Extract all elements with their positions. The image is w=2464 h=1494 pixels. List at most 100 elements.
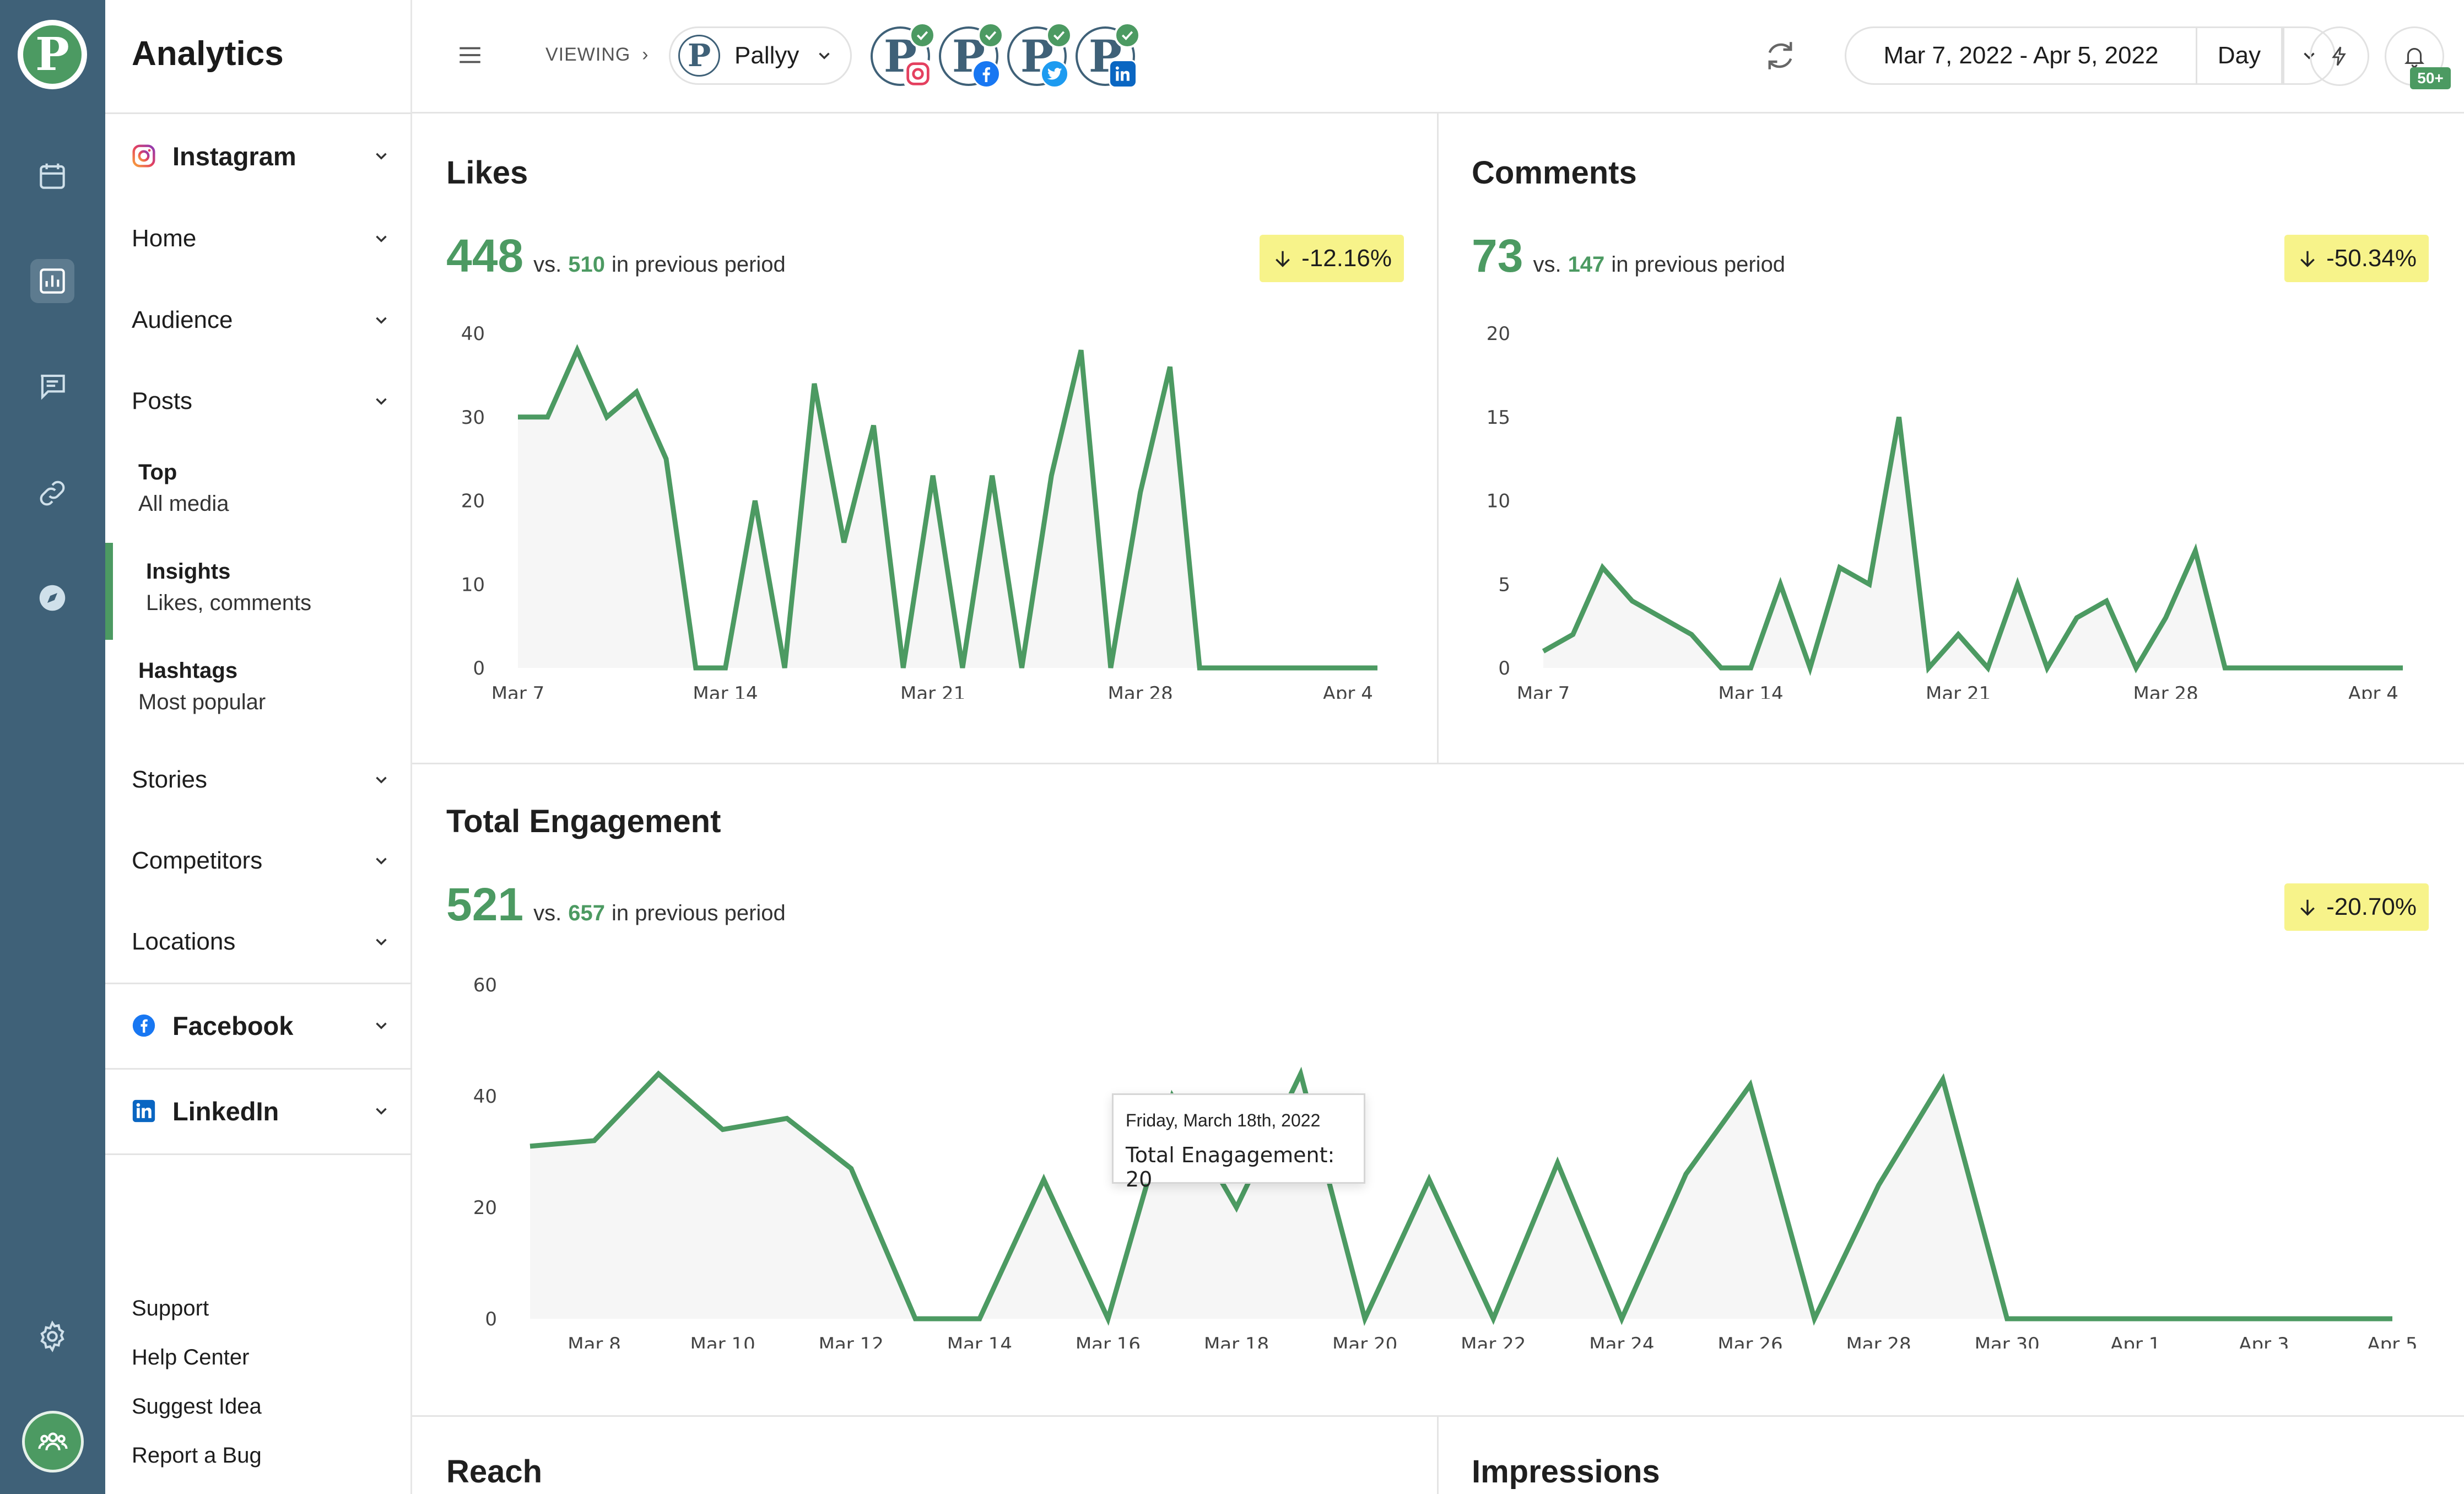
chart-icon[interactable] — [30, 259, 74, 303]
linkedin-icon — [132, 1099, 156, 1123]
profile-twitter[interactable]: P — [1007, 22, 1072, 88]
account-selector[interactable]: P Pallyy — [669, 26, 852, 85]
stat-previous: 147 — [1568, 252, 1605, 277]
account-name: Pallyy — [734, 42, 799, 69]
sidebar-item-stories[interactable]: Stories — [132, 761, 391, 799]
link-icon[interactable] — [30, 471, 74, 515]
x-tick-label: Mar 14 — [947, 1334, 1012, 1349]
sidebar-item-label: Audience — [132, 306, 233, 333]
x-tick-label: Mar 18 — [1204, 1334, 1269, 1349]
stat-previous: 510 — [568, 252, 606, 277]
y-tick-label: 40 — [473, 1086, 497, 1108]
active-indicator — [105, 543, 113, 640]
app-title: Analytics — [132, 35, 284, 73]
calendar-icon[interactable] — [30, 154, 74, 198]
date-range-picker[interactable]: Mar 7, 2022 - Apr 5, 2022 — [1845, 26, 2197, 85]
sidebar-item-audience[interactable]: Audience — [132, 301, 391, 339]
x-tick-label: Mar 22 — [1461, 1334, 1526, 1349]
sidebar-item-linkedin[interactable]: LinkedIn — [132, 1092, 391, 1130]
stat-value: 521 — [446, 878, 524, 930]
profile-instagram[interactable]: P — [871, 22, 936, 88]
panel-divider — [412, 763, 2464, 764]
viewing-label: VIEWING › — [545, 44, 649, 66]
sidebar-subitem-top[interactable]: Top All media — [138, 460, 229, 516]
panel-title: Reach — [446, 1454, 543, 1490]
stat-value: 73 — [1472, 230, 1523, 282]
divider — [105, 1068, 412, 1070]
sidebar-item-label: Stories — [132, 766, 207, 793]
menu-icon[interactable] — [456, 39, 484, 72]
help-center-link[interactable]: Help Center — [132, 1345, 250, 1369]
x-tick-label: Mar 20 — [1332, 1334, 1397, 1349]
stat-vs: vs. — [533, 252, 562, 277]
chevron-down-icon — [819, 52, 830, 60]
stat-value: 448 — [446, 230, 524, 282]
comments-chart[interactable]: 0 5 10 15 20 Mar 7 Mar 14 Mar 21 Mar 28 Apr 4 — [1439, 302, 2464, 699]
stat-previous-label: in previous period — [612, 252, 786, 277]
check-icon — [1046, 22, 1072, 48]
team-icon[interactable] — [22, 1411, 84, 1473]
delta-value: -12.16% — [1301, 245, 1392, 272]
chevron-down-icon — [376, 939, 387, 946]
series-line — [1542, 416, 2403, 676]
sidebar-subitem-hashtags[interactable]: Hashtags Most popular — [138, 659, 266, 715]
divider — [105, 983, 412, 984]
sidebar-item-facebook[interactable]: Facebook — [132, 1006, 391, 1045]
tooltip-label: Total Enagagement: — [1126, 1143, 1335, 1167]
y-tick-label: 0 — [1498, 657, 1510, 679]
bell-icon — [2404, 48, 2425, 68]
sidebar-item-label: Posts — [132, 387, 193, 414]
likes-panel: Likes 448 vs. 510 in previous period -12… — [413, 115, 1437, 763]
sidebar-item-locations[interactable]: Locations — [132, 923, 391, 961]
suggest-idea-link[interactable]: Suggest Idea — [132, 1394, 262, 1419]
y-tick-label: 40 — [461, 323, 485, 345]
series-area — [530, 1074, 2392, 1319]
sidebar-subitem-insights[interactable]: Insights Likes, comments — [146, 559, 311, 616]
profile-linkedin[interactable]: P — [1076, 22, 1141, 88]
series-line — [529, 1066, 2392, 1326]
stat-summary: 521 vs. 657 in previous period — [446, 878, 786, 931]
delta-badge: -12.16% — [1260, 235, 1404, 282]
y-tick-label: 30 — [461, 407, 485, 429]
x-tick-label: Mar 12 — [819, 1334, 884, 1349]
x-tick-label: Mar 14 — [1718, 683, 1783, 699]
boost-button[interactable] — [2310, 26, 2369, 86]
check-icon — [977, 22, 1004, 48]
divider — [105, 112, 412, 114]
chart-tooltip: Friday, March 18th, 2022 Total Enagageme… — [1112, 1093, 1365, 1191]
sidebar-item-instagram[interactable]: Instagram — [132, 137, 391, 175]
sidebar-item-label: Home — [132, 225, 197, 252]
stat-previous-label: in previous period — [612, 901, 786, 925]
report-bug-link[interactable]: Report a Bug — [132, 1443, 262, 1468]
engagement-chart[interactable]: 0 20 40 60 Mar 8 Mar 10 Mar 12 Mar 14 Mar 16 Mar … — [413, 952, 2464, 1349]
settings-icon[interactable] — [30, 1314, 74, 1358]
sidebar-item-competitors[interactable]: Competitors — [132, 842, 391, 880]
subitem-title: Insights — [146, 559, 231, 584]
sidebar-item-label: LinkedIn — [172, 1096, 279, 1126]
sidebar-item-label: Facebook — [172, 1011, 294, 1040]
chevron-down-icon — [376, 1108, 387, 1115]
pallyy-logo[interactable]: P — [18, 20, 87, 89]
profile-facebook[interactable]: P — [939, 22, 1004, 88]
x-tick-label: Mar 7 — [1517, 683, 1570, 699]
chevron-down-icon — [376, 317, 387, 324]
facebook-icon — [132, 1013, 156, 1038]
lightning-icon — [2332, 46, 2346, 66]
likes-chart[interactable]: 0 10 20 30 40 Mar 7 Mar 14 Mar 21 Mar 28 Apr 4 — [413, 302, 1437, 699]
y-tick-label: 10 — [1487, 490, 1510, 513]
x-tick-label: Mar 16 — [1076, 1334, 1141, 1349]
message-icon[interactable] — [30, 364, 74, 408]
y-tick-label: 10 — [461, 574, 485, 596]
support-link[interactable]: Support — [132, 1296, 209, 1320]
x-tick-label: Mar 28 — [1846, 1334, 1911, 1349]
panel-title: Impressions — [1472, 1454, 1660, 1490]
viewing-separator: › — [642, 44, 649, 65]
compass-icon[interactable] — [30, 576, 74, 620]
x-tick-label: Mar 7 — [491, 683, 545, 699]
granularity-select[interactable]: Day — [2197, 26, 2283, 85]
x-tick-label: Apr 4 — [1323, 683, 1373, 699]
chevron-down-icon — [376, 776, 387, 784]
refresh-icon[interactable] — [1762, 37, 1798, 74]
sidebar-item-posts[interactable]: Posts — [132, 382, 391, 420]
sidebar-item-home[interactable]: Home — [132, 219, 391, 258]
